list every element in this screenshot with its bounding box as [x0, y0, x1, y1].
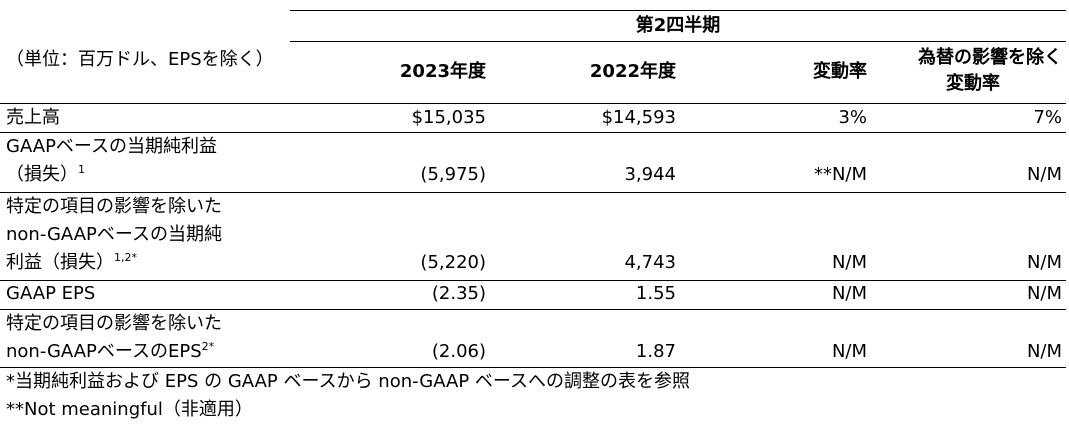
row-label: GAAPベースの当期純利益 （損失）1 — [6, 133, 296, 189]
row-label-text: non-GAAPベースのEPS — [6, 341, 202, 362]
row-label-line: GAAPベースの当期純利益 — [6, 136, 218, 157]
col-header-2023: 2023年度 — [399, 61, 486, 82]
row-label-line: 特定の項目の影響を除いた — [6, 313, 222, 334]
unit-label: （単位：百万ドル、EPSを除く） — [6, 49, 274, 70]
value-2023: (2.35) — [431, 283, 486, 304]
footnote-ref: 1 — [78, 163, 85, 176]
row-label-line: non-GAAPベースのEPS2* — [6, 338, 296, 366]
value-2022: 1.87 — [635, 341, 676, 362]
value-2022: 3,944 — [624, 164, 676, 185]
row-rule — [0, 367, 1066, 368]
col-header-2022: 2022年度 — [589, 61, 676, 82]
row-rule — [0, 309, 1066, 310]
period-title: 第2四半期 — [635, 15, 721, 36]
row-rule — [0, 132, 1066, 133]
row-rule — [0, 280, 1066, 281]
row-label: GAAP EPS — [6, 283, 96, 304]
footnote: **Not meaningful（非適用） — [6, 399, 253, 420]
value-2023: (5,220) — [420, 252, 486, 273]
value-fx-change: N/M — [1026, 283, 1062, 304]
footnote-ref: 2* — [201, 340, 215, 353]
value-fx-change: N/M — [1026, 341, 1062, 362]
value-change: 3% — [838, 107, 867, 128]
footnote-ref: 1,2* — [114, 251, 137, 264]
value-fx-change: 7% — [1033, 107, 1062, 128]
footnote: *当期純利益および EPS の GAAP ベースから non-GAAP ベースへ… — [6, 371, 691, 392]
row-label-text: （損失） — [6, 164, 78, 185]
row-label-line: non-GAAPベースの当期純 — [6, 224, 223, 245]
row-label: 特定の項目の影響を除いた non-GAAPベースの当期純 利益（損失）1,2* — [6, 193, 296, 277]
value-2022: 4,743 — [624, 252, 676, 273]
row-label-text: 利益（損失） — [6, 252, 114, 273]
value-2023: (2.06) — [431, 341, 486, 362]
header-bottom-rule — [0, 103, 1066, 104]
col-header-fx-line1: 為替の影響を除く — [918, 47, 1062, 68]
value-fx-change: N/M — [1026, 252, 1062, 273]
value-change: N/M — [831, 341, 867, 362]
value-2022: 1.55 — [635, 283, 676, 304]
row-label: 売上高 — [6, 107, 60, 128]
value-2023: (5,975) — [420, 164, 486, 185]
row-label-line: 利益（損失）1,2* — [6, 249, 296, 277]
top-rule — [290, 10, 1066, 11]
value-change: **N/M — [813, 164, 867, 185]
col-header-change: 変動率 — [813, 61, 867, 82]
row-label-line: （損失）1 — [6, 161, 296, 189]
row-rule — [0, 192, 1066, 193]
value-change: N/M — [831, 283, 867, 304]
value-2022: $14,593 — [601, 107, 676, 128]
row-label-line: 特定の項目の影響を除いた — [6, 196, 222, 217]
value-change: N/M — [831, 252, 867, 273]
period-rule — [290, 41, 1066, 42]
col-header-fx-line2: 変動率 — [946, 73, 1000, 94]
row-label: 特定の項目の影響を除いた non-GAAPベースのEPS2* — [6, 310, 296, 366]
col-header-fx-change: 為替の影響を除く 変動率 — [880, 45, 1062, 97]
value-2023: $15,035 — [411, 107, 486, 128]
value-fx-change: N/M — [1026, 164, 1062, 185]
